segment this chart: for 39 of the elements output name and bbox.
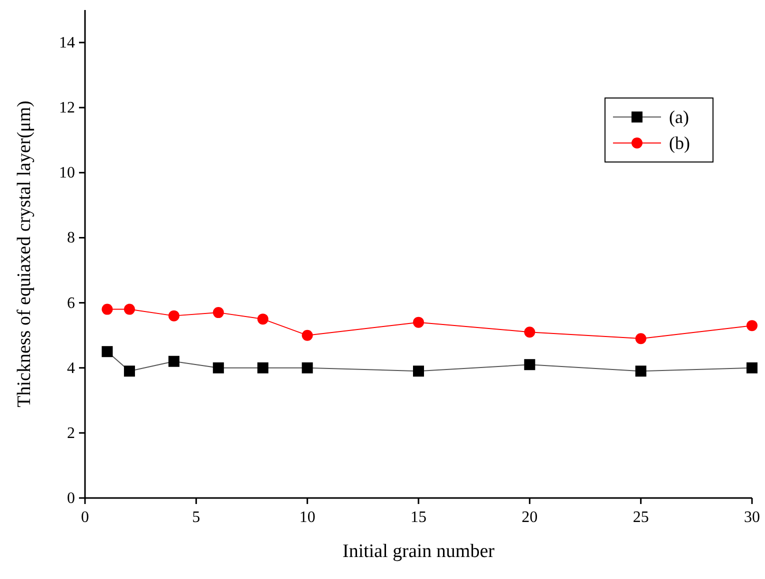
point: [124, 304, 135, 315]
x-tick-label: 30: [744, 509, 760, 526]
y-tick-label: 14: [59, 34, 75, 52]
point: [257, 362, 268, 374]
point: [212, 362, 224, 374]
point: [168, 310, 180, 322]
y-tick-label: 10: [59, 164, 75, 182]
point: [257, 314, 268, 325]
x-tick-label: 10: [299, 509, 316, 526]
y-tick-label: 12: [59, 100, 75, 117]
point: [102, 304, 113, 315]
x-axis-title: Initial grain number: [342, 541, 496, 562]
y-axis-title: Thickness of equiaxed crystal layer(μm): [14, 100, 35, 408]
point: [302, 330, 313, 341]
y-tick-label: 2: [67, 424, 75, 442]
point: [413, 366, 424, 377]
y-tick-label: 8: [67, 230, 75, 247]
point: [124, 366, 135, 377]
legend-label: (a): [669, 107, 689, 127]
y-tick-label: 4: [67, 360, 75, 377]
point: [635, 333, 646, 344]
x-tick-label: 0: [81, 509, 89, 526]
point: [102, 346, 113, 358]
point: [524, 359, 536, 370]
x-tick-label: 15: [410, 509, 426, 526]
point: [302, 362, 313, 374]
y-tick-label: 0: [67, 490, 75, 507]
point: [168, 356, 180, 367]
point: [413, 316, 424, 328]
point: [746, 320, 758, 332]
point: [746, 362, 758, 374]
x-tick-label: 25: [632, 509, 649, 526]
point: [635, 366, 646, 377]
legend-label: (b): [669, 133, 690, 153]
x-tick-label: 5: [192, 509, 200, 526]
point: [212, 307, 224, 318]
x-tick-label: 20: [522, 509, 538, 526]
point: [524, 326, 536, 338]
y-tick-label: 6: [67, 294, 75, 312]
